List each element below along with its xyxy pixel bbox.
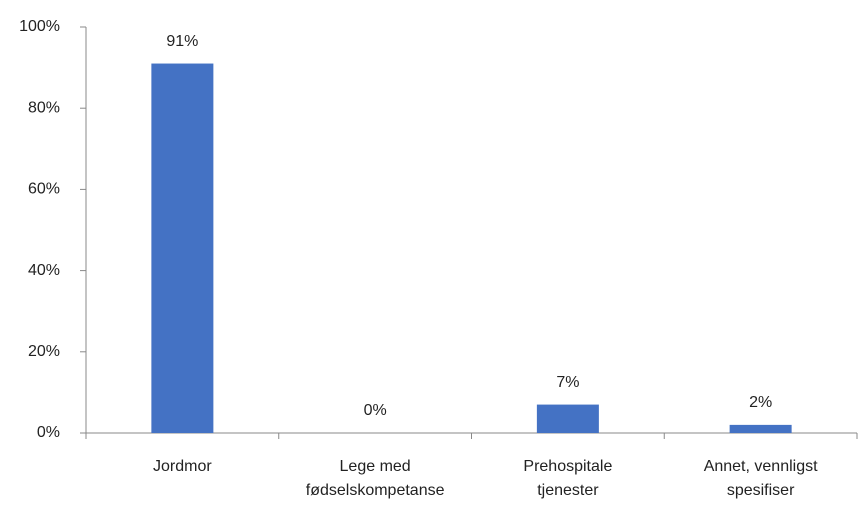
y-tick-label: 0% (37, 424, 60, 441)
bar (729, 424, 792, 433)
y-tick-label: 40% (28, 262, 60, 279)
data-label: 0% (364, 402, 387, 419)
y-tick-label: 80% (28, 99, 60, 116)
bar (151, 63, 214, 433)
x-tick-label: Prehospitale tjenester (523, 458, 613, 499)
x-tick-label: Annet, vennligst spesifiser (703, 458, 818, 499)
y-tick-label: 60% (28, 181, 60, 198)
y-tick-label: 100% (19, 18, 60, 35)
data-label: 7% (556, 374, 579, 391)
x-tick-label: Jordmor (153, 458, 212, 475)
x-tick-label: Lege med fødselskompetanse (305, 458, 445, 499)
data-label: 91% (166, 33, 198, 50)
data-label: 2% (749, 394, 772, 411)
y-tick-label: 20% (28, 343, 60, 360)
bar (536, 404, 599, 433)
